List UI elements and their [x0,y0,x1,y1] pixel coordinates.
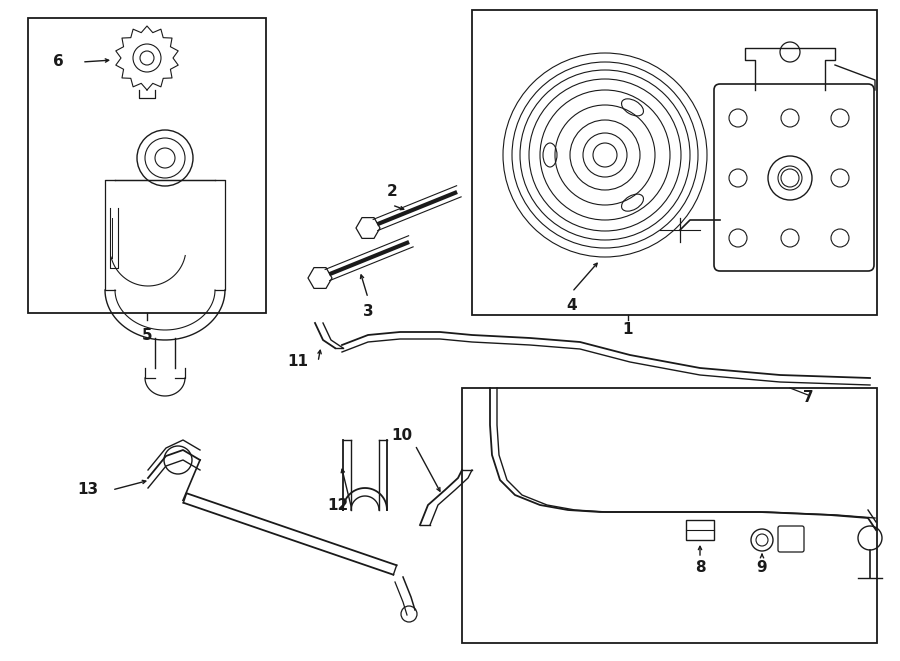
Bar [28,18,266,313]
Text: 10: 10 [392,428,412,442]
Text: 13: 13 [77,483,99,498]
Text: 1: 1 [623,323,634,338]
Bar [686,520,714,540]
Text: 2: 2 [387,184,398,200]
Text: 5: 5 [141,327,152,342]
Bar [472,10,877,315]
Text: 12: 12 [328,498,348,512]
Text: 8: 8 [695,561,706,576]
Text: 3: 3 [363,305,374,319]
Text: 11: 11 [287,354,309,369]
Text: 6: 6 [52,54,63,69]
Text: 9: 9 [757,561,768,576]
Bar [462,388,877,643]
Text: 7: 7 [803,391,814,405]
Text: 4: 4 [567,297,577,313]
